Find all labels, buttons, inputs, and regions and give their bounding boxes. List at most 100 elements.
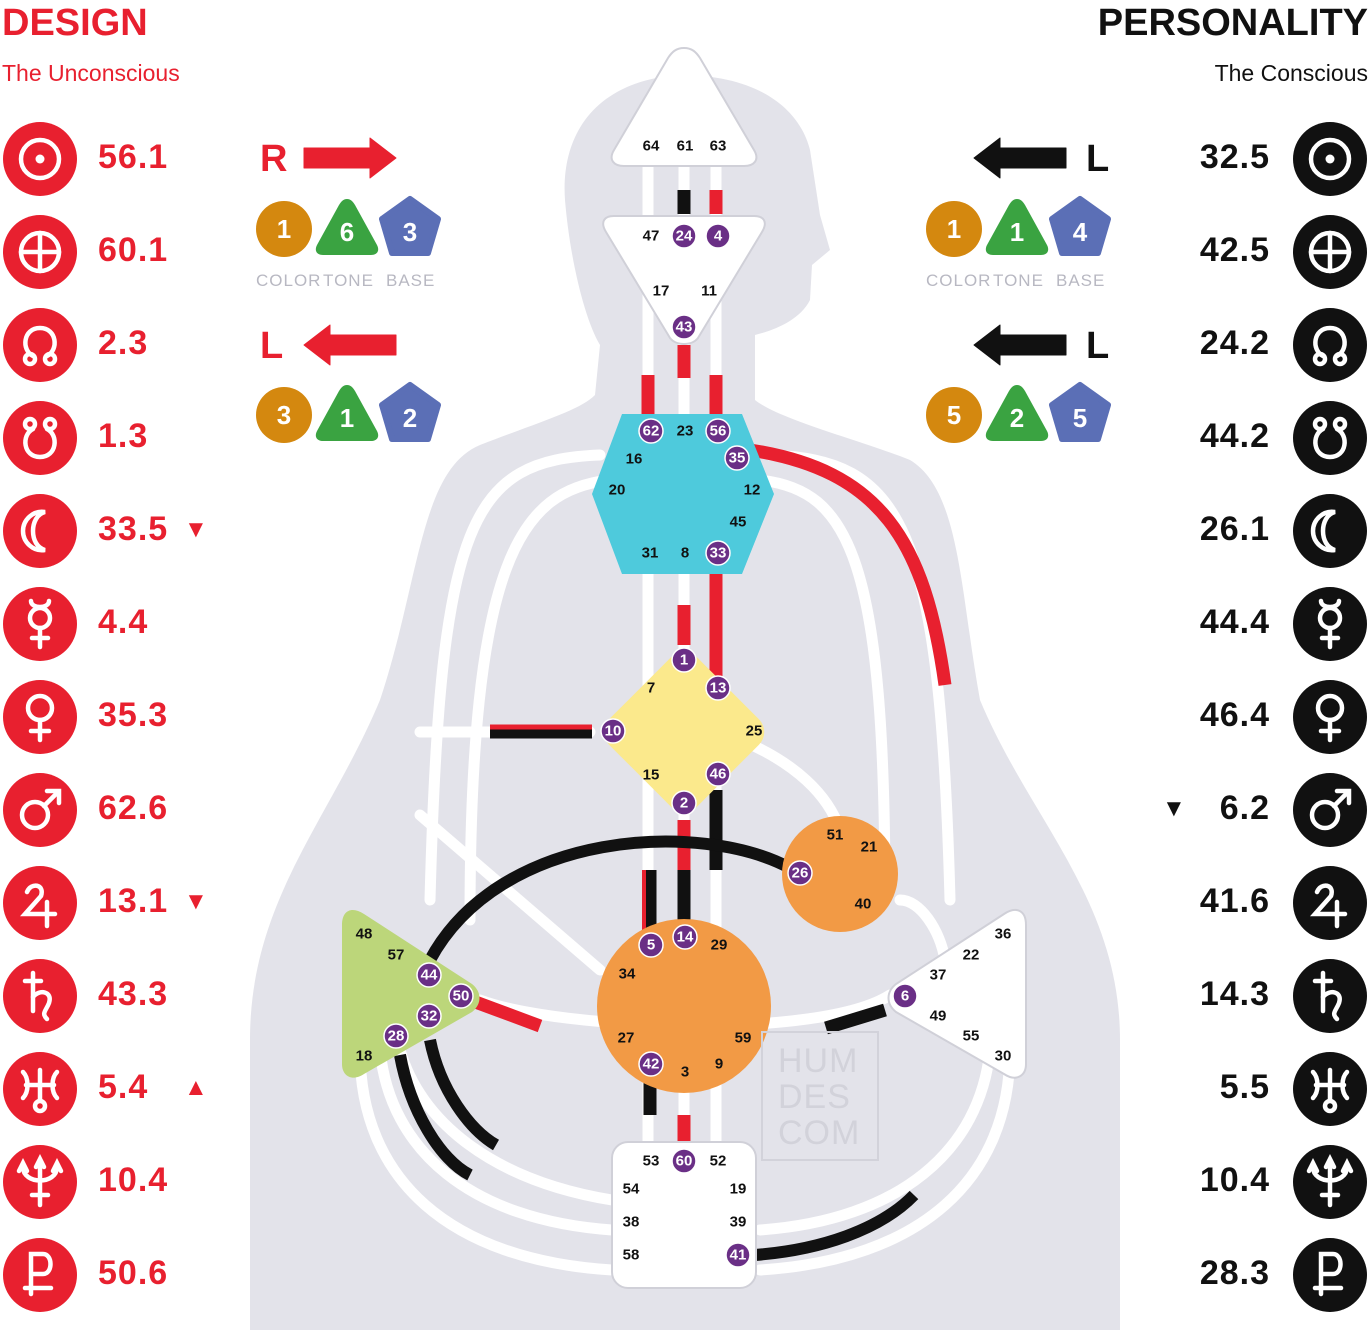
gate-number: 56 <box>710 423 727 440</box>
gate-14[interactable]: 14 <box>672 924 698 950</box>
jupiter-icon <box>3 866 77 940</box>
gate-36[interactable]: 36 <box>995 926 1012 943</box>
gate-56[interactable]: 56 <box>705 418 731 444</box>
gate-7[interactable]: 7 <box>647 680 655 697</box>
gate-48[interactable]: 48 <box>356 926 373 943</box>
gate-37[interactable]: 37 <box>930 967 947 984</box>
gate-30[interactable]: 30 <box>995 1048 1012 1065</box>
gate-18[interactable]: 18 <box>356 1048 373 1065</box>
gate-62[interactable]: 62 <box>638 418 664 444</box>
gate-20[interactable]: 20 <box>609 482 626 499</box>
planet-gate-value: 2.3 <box>98 324 149 362</box>
planet-gate-value: 1.3 <box>98 417 149 455</box>
gate-number: 61 <box>677 138 694 155</box>
gate-15[interactable]: 15 <box>643 767 660 784</box>
gate-17[interactable]: 17 <box>653 283 670 300</box>
gate-3[interactable]: 3 <box>681 1064 689 1081</box>
design-arrow-right-icon <box>303 137 397 179</box>
gate-28[interactable]: 28 <box>383 1023 409 1049</box>
gate-50-active-marker <box>448 983 474 1009</box>
gate-40[interactable]: 40 <box>855 896 872 913</box>
gate-31[interactable]: 31 <box>642 545 659 562</box>
gate-9[interactable]: 9 <box>715 1056 723 1073</box>
base-value: 3 <box>403 217 417 247</box>
neptune-icon <box>1293 1145 1367 1219</box>
gate-23[interactable]: 23 <box>677 423 694 440</box>
ajna-center[interactable] <box>602 215 766 345</box>
gate-6[interactable]: 6 <box>892 983 918 1009</box>
base-badge: 5 <box>1049 382 1111 442</box>
planet-gate-value: 26.1 <box>1199 510 1270 548</box>
root-center[interactable] <box>611 1141 757 1289</box>
planet-gate-value: 43.3 <box>98 975 169 1013</box>
gate-32[interactable]: 32 <box>416 1003 442 1029</box>
gate-56-active-marker <box>705 418 731 444</box>
gate-58[interactable]: 58 <box>623 1247 640 1264</box>
gate-59[interactable]: 59 <box>735 1030 752 1047</box>
gate-34[interactable]: 34 <box>619 966 636 983</box>
gate-29[interactable]: 29 <box>711 937 728 954</box>
gate-26[interactable]: 26 <box>787 860 813 886</box>
gate-27[interactable]: 27 <box>618 1030 635 1047</box>
gate-39[interactable]: 39 <box>730 1214 747 1231</box>
gate-35[interactable]: 35 <box>724 445 750 471</box>
gate-10[interactable]: 10 <box>600 718 626 744</box>
ego-center[interactable] <box>782 816 898 932</box>
sacral-center[interactable] <box>597 919 771 1093</box>
head-center[interactable] <box>610 46 758 167</box>
gate-55[interactable]: 55 <box>963 1028 980 1045</box>
planet-gate-value: 32.5 <box>1199 138 1270 176</box>
gate-57[interactable]: 57 <box>388 947 405 964</box>
gate-53[interactable]: 53 <box>643 1153 660 1170</box>
gate-41-active-marker <box>725 1242 751 1268</box>
gate-63[interactable]: 63 <box>710 138 727 155</box>
gate-51[interactable]: 51 <box>827 827 844 844</box>
gate-19[interactable]: 19 <box>730 1181 747 1198</box>
gate-2[interactable]: 2 <box>671 790 697 816</box>
gate-38[interactable]: 38 <box>623 1214 640 1231</box>
gate-49[interactable]: 49 <box>930 1008 947 1025</box>
tone-badge: 1 <box>985 199 1049 255</box>
gate-16[interactable]: 16 <box>626 451 643 468</box>
gate-52[interactable]: 52 <box>710 1153 727 1170</box>
gate-54[interactable]: 54 <box>623 1181 640 1198</box>
design-planet-row: 60.1 <box>0 215 1370 289</box>
tone-badge: 1 <box>315 385 379 441</box>
sun-icon <box>1293 122 1367 196</box>
base-badge: 3 <box>379 196 441 256</box>
gate-25[interactable]: 25 <box>746 723 763 740</box>
solar-plexus-center[interactable] <box>887 909 1027 1079</box>
gate-45[interactable]: 45 <box>730 514 747 531</box>
gate-33[interactable]: 33 <box>705 540 731 566</box>
gate-44-active-marker <box>416 962 442 988</box>
earth-icon <box>1293 215 1367 289</box>
gate-24[interactable]: 24 <box>671 223 697 249</box>
gate-number: 32 <box>421 1008 438 1025</box>
gate-13[interactable]: 13 <box>705 675 731 701</box>
gate-61[interactable]: 61 <box>677 138 694 155</box>
gate-12[interactable]: 12 <box>744 482 761 499</box>
gate-22[interactable]: 22 <box>963 947 980 964</box>
gate-8[interactable]: 8 <box>681 545 689 562</box>
gate-number: 45 <box>730 514 747 531</box>
gate-number: 33 <box>710 545 727 562</box>
gate-43[interactable]: 43 <box>671 314 697 340</box>
gate-46[interactable]: 46 <box>705 761 731 787</box>
south-node-icon <box>3 401 77 475</box>
gate-60[interactable]: 60 <box>671 1148 697 1174</box>
gate-44[interactable]: 44 <box>416 962 442 988</box>
gate-42[interactable]: 42 <box>638 1051 664 1077</box>
tone-badge: 2 <box>985 385 1049 441</box>
venus-icon <box>3 680 77 754</box>
gate-5[interactable]: 5 <box>638 932 664 958</box>
gate-11[interactable]: 11 <box>701 283 717 300</box>
gate-1[interactable]: 1 <box>671 647 697 673</box>
gate-21[interactable]: 21 <box>861 839 878 856</box>
spleen-center[interactable] <box>342 909 480 1078</box>
gate-4[interactable]: 4 <box>705 223 731 249</box>
gate-50[interactable]: 50 <box>448 983 474 1009</box>
gate-64[interactable]: 64 <box>643 138 660 155</box>
gate-47[interactable]: 47 <box>643 228 660 245</box>
gate-41[interactable]: 41 <box>725 1242 751 1268</box>
gate-number: 42 <box>643 1056 660 1073</box>
